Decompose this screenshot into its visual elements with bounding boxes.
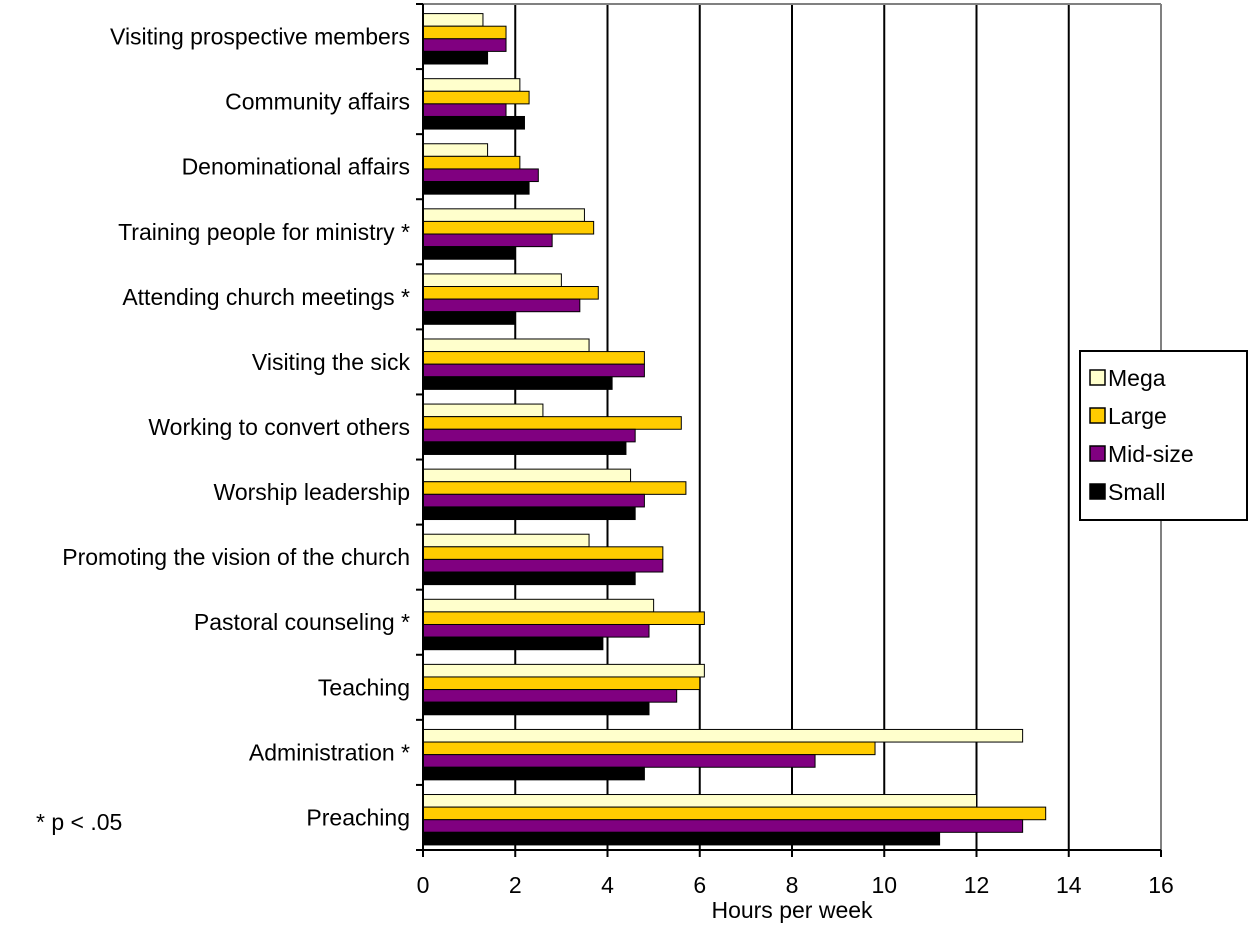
bar (422, 50, 489, 65)
bar (422, 338, 590, 353)
bar (422, 676, 701, 691)
bar (422, 246, 516, 260)
bar (422, 441, 627, 455)
x-tick-label: 16 (1148, 872, 1174, 898)
category-label: Working to convert others (148, 414, 410, 440)
bar (422, 831, 941, 846)
significance-note: * p < .05 (36, 809, 122, 835)
bar (422, 689, 678, 703)
bar (422, 90, 530, 105)
legend-swatch (1089, 407, 1106, 424)
bar (422, 416, 682, 430)
bar (422, 558, 664, 573)
category-label: Community affairs (225, 89, 410, 115)
bar (422, 233, 553, 248)
bar (422, 208, 585, 222)
legend-entry: Mid-size (1108, 441, 1194, 467)
bar (422, 403, 544, 418)
bar (422, 38, 507, 52)
category-label: Teaching (318, 674, 410, 700)
legend-swatch (1089, 369, 1106, 386)
bar (422, 506, 636, 521)
x-tick-label: 12 (964, 872, 990, 898)
category-label: Training people for ministry * (118, 219, 410, 245)
legend-box (1079, 350, 1248, 521)
bar (422, 663, 705, 678)
bar (422, 766, 645, 781)
bar (422, 103, 507, 117)
x-tick-label: 10 (871, 872, 897, 898)
bar (422, 741, 876, 756)
x-tick-label: 6 (693, 872, 706, 898)
bar (422, 115, 525, 130)
bar (422, 286, 599, 300)
bar (422, 598, 655, 613)
bar (422, 363, 645, 378)
category-label: Worship leadership (214, 479, 410, 505)
category-label: Pastoral counseling * (194, 609, 410, 635)
x-axis-label: Hours per week (711, 897, 873, 923)
category-label: Denominational affairs (182, 154, 410, 180)
category-label: Promoting the vision of the church (62, 544, 410, 570)
category-label: Preaching (306, 804, 410, 830)
bar (422, 25, 507, 40)
bar (422, 181, 530, 195)
category-label: Administration * (249, 739, 410, 765)
bar (422, 168, 539, 183)
category-labels: Visiting prospective members Community af… (62, 24, 410, 831)
bar (422, 546, 664, 560)
bar (422, 754, 816, 768)
bar (422, 351, 645, 365)
bar (422, 273, 562, 288)
bar (422, 481, 687, 495)
bar (422, 78, 521, 92)
bar (422, 806, 1047, 821)
bar (422, 728, 1024, 743)
x-tick-label: 8 (786, 872, 799, 898)
bar (422, 571, 636, 586)
x-tick-label: 4 (601, 872, 614, 898)
x-tick-label: 0 (417, 872, 430, 898)
bar (422, 468, 632, 483)
bars (422, 13, 1047, 846)
legend-entry: Large (1108, 403, 1167, 429)
bar (422, 819, 1024, 833)
bar (422, 143, 489, 157)
bar (422, 533, 590, 548)
category-label: Visiting the sick (252, 349, 411, 375)
bar (422, 794, 977, 808)
bar (422, 493, 645, 508)
bar (422, 623, 650, 638)
legend-entry: Mega (1108, 365, 1166, 391)
bar (422, 298, 581, 313)
x-tick-label: 14 (1056, 872, 1082, 898)
bar (422, 611, 705, 625)
bar (422, 428, 636, 443)
category-label: Attending church meetings * (122, 284, 410, 310)
bar (422, 701, 650, 716)
legend-swatch (1089, 483, 1106, 500)
legend-entry: Small (1108, 479, 1166, 505)
bar (422, 13, 484, 27)
category-label: Visiting prospective members (110, 24, 410, 50)
bar (422, 636, 604, 651)
bar (422, 376, 613, 390)
x-tick-labels: 0 2 4 6 8 10 12 14 16 (417, 872, 1174, 898)
bar (422, 311, 516, 325)
legend: Mega Large Mid-size Small (1079, 350, 1248, 521)
x-tick-label: 2 (509, 872, 522, 898)
bar (422, 220, 595, 235)
bar (422, 155, 521, 170)
gridlines (514, 4, 1070, 850)
legend-swatch (1089, 445, 1106, 462)
